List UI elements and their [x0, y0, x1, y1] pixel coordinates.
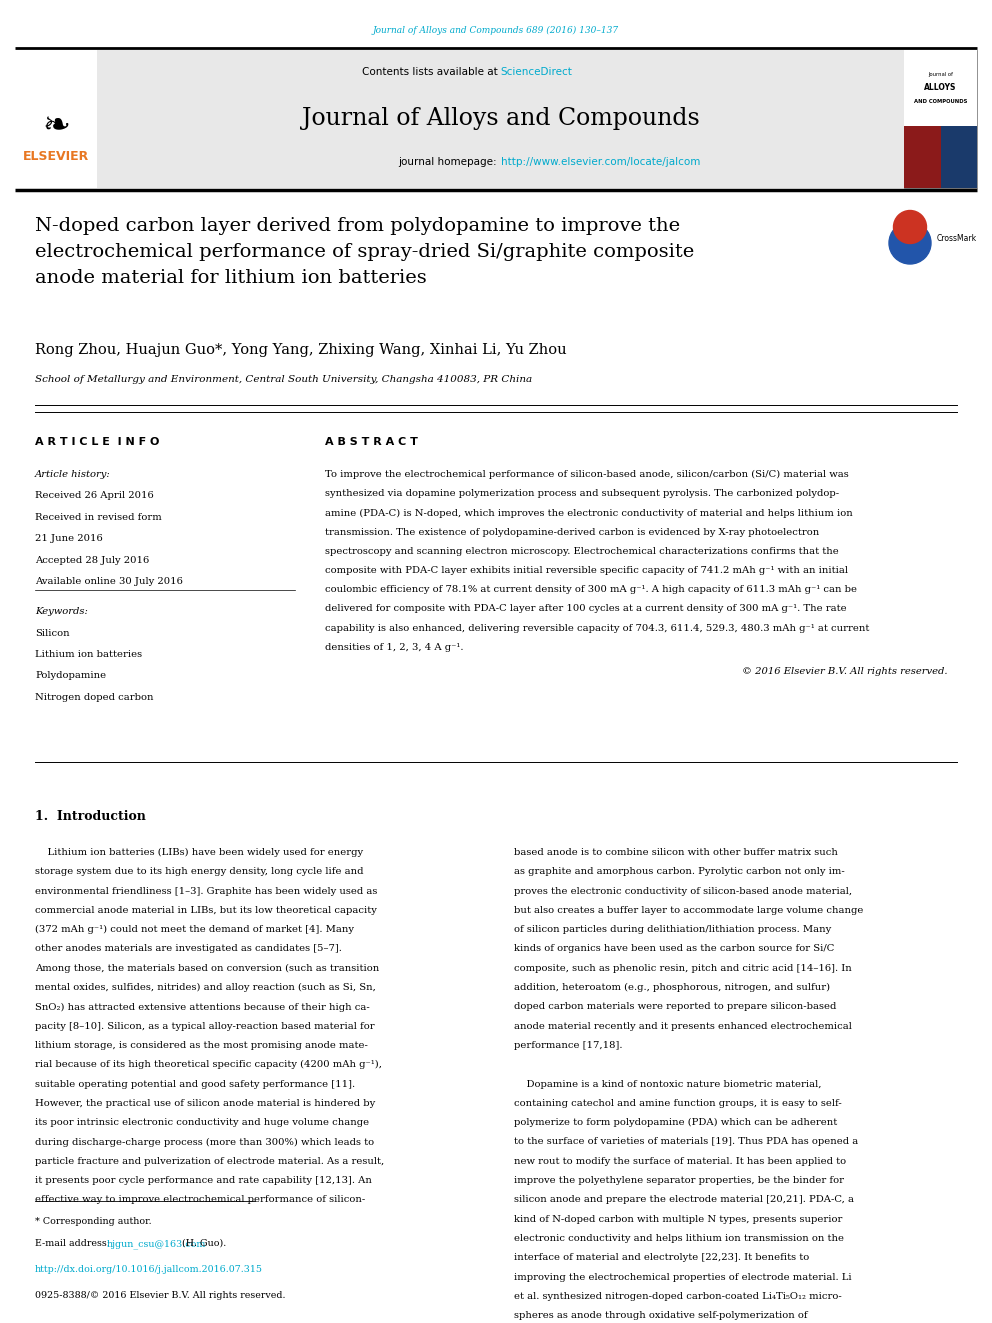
- Text: Silicon: Silicon: [35, 628, 69, 638]
- Text: N-doped carbon layer derived from polydopamine to improve the
electrochemical pe: N-doped carbon layer derived from polydo…: [35, 217, 694, 287]
- Text: synthesized via dopamine polymerization process and subsequent pyrolysis. The ca: synthesized via dopamine polymerization …: [325, 490, 839, 499]
- Text: 21 June 2016: 21 June 2016: [35, 534, 103, 544]
- Text: (H. Guo).: (H. Guo).: [179, 1240, 226, 1248]
- Text: during discharge-charge process (more than 300%) which leads to: during discharge-charge process (more th…: [35, 1138, 374, 1147]
- Text: http://dx.doi.org/10.1016/j.jallcom.2016.07.315: http://dx.doi.org/10.1016/j.jallcom.2016…: [35, 1265, 263, 1274]
- Text: interface of material and electrolyte [22,23]. It benefits to: interface of material and electrolyte [2…: [514, 1253, 809, 1262]
- Text: spheres as anode through oxidative self-polymerization of: spheres as anode through oxidative self-…: [514, 1311, 807, 1320]
- Text: lithium storage, is considered as the most promising anode mate-: lithium storage, is considered as the mo…: [35, 1041, 368, 1050]
- Text: Contents lists available at: Contents lists available at: [361, 67, 501, 77]
- Text: Lithium ion batteries: Lithium ion batteries: [35, 650, 142, 659]
- FancyBboxPatch shape: [940, 126, 977, 188]
- Circle shape: [894, 210, 927, 243]
- Text: coulombic efficiency of 78.1% at current density of 300 mA g⁻¹. A high capacity : coulombic efficiency of 78.1% at current…: [325, 585, 857, 594]
- Text: SnO₂) has attracted extensive attentions because of their high ca-: SnO₂) has attracted extensive attentions…: [35, 1003, 370, 1012]
- Text: School of Metallurgy and Environment, Central South University, Changsha 410083,: School of Metallurgy and Environment, Ce…: [35, 376, 532, 385]
- Text: silicon anode and prepare the electrode material [20,21]. PDA-C, a: silicon anode and prepare the electrode …: [514, 1196, 854, 1204]
- Text: journal homepage:: journal homepage:: [399, 157, 501, 167]
- Text: ScienceDirect: ScienceDirect: [501, 67, 572, 77]
- Text: it presents poor cycle performance and rate capability [12,13]. An: it presents poor cycle performance and r…: [35, 1176, 372, 1185]
- FancyBboxPatch shape: [904, 50, 977, 188]
- Text: improve the polyethylene separator properties, be the binder for: improve the polyethylene separator prope…: [514, 1176, 844, 1185]
- Text: effective way to improve electrochemical performance of silicon-: effective way to improve electrochemical…: [35, 1196, 365, 1204]
- Text: Journal of Alloys and Compounds 689 (2016) 130–137: Journal of Alloys and Compounds 689 (201…: [373, 25, 619, 34]
- Text: particle fracture and pulverization of electrode material. As a result,: particle fracture and pulverization of e…: [35, 1156, 384, 1166]
- Text: capability is also enhanced, delivering reversible capacity of 704.3, 611.4, 529: capability is also enhanced, delivering …: [325, 623, 869, 632]
- FancyBboxPatch shape: [15, 50, 904, 188]
- Text: to the surface of varieties of materials [19]. Thus PDA has opened a: to the surface of varieties of materials…: [514, 1138, 858, 1147]
- Text: of silicon particles during delithiation/lithiation process. Many: of silicon particles during delithiation…: [514, 925, 831, 934]
- Text: other anodes materials are investigated as candidates [5–7].: other anodes materials are investigated …: [35, 945, 342, 954]
- Text: AND COMPOUNDS: AND COMPOUNDS: [914, 98, 967, 103]
- Text: Lithium ion batteries (LIBs) have been widely used for energy: Lithium ion batteries (LIBs) have been w…: [35, 848, 363, 857]
- Text: new rout to modify the surface of material. It has been applied to: new rout to modify the surface of materi…: [514, 1156, 846, 1166]
- FancyBboxPatch shape: [15, 50, 97, 188]
- Text: composite, such as phenolic resin, pitch and citric acid [14–16]. In: composite, such as phenolic resin, pitch…: [514, 963, 852, 972]
- Text: kind of N-doped carbon with multiple N types, presents superior: kind of N-doped carbon with multiple N t…: [514, 1215, 842, 1224]
- Text: electronic conductivity and helps lithium ion transmission on the: electronic conductivity and helps lithiu…: [514, 1234, 844, 1244]
- FancyBboxPatch shape: [904, 50, 977, 126]
- Text: doped carbon materials were reported to prepare silicon-based: doped carbon materials were reported to …: [514, 1003, 836, 1011]
- Text: et al. synthesized nitrogen-doped carbon-coated Li₄Ti₅O₁₂ micro-: et al. synthesized nitrogen-doped carbon…: [514, 1291, 842, 1301]
- Text: Rong Zhou, Huajun Guo*, Yong Yang, Zhixing Wang, Xinhai Li, Yu Zhou: Rong Zhou, Huajun Guo*, Yong Yang, Zhixi…: [35, 343, 566, 357]
- Text: but also creates a buffer layer to accommodate large volume change: but also creates a buffer layer to accom…: [514, 906, 863, 916]
- Text: commercial anode material in LIBs, but its low theoretical capacity: commercial anode material in LIBs, but i…: [35, 906, 377, 916]
- Text: Dopamine is a kind of nontoxic nature biometric material,: Dopamine is a kind of nontoxic nature bi…: [514, 1080, 821, 1089]
- Text: its poor intrinsic electronic conductivity and huge volume change: its poor intrinsic electronic conductivi…: [35, 1118, 369, 1127]
- Text: Journal of: Journal of: [929, 73, 953, 77]
- Text: Keywords:: Keywords:: [35, 607, 88, 617]
- Text: Received in revised form: Received in revised form: [35, 513, 162, 523]
- Text: Accepted 28 July 2016: Accepted 28 July 2016: [35, 556, 149, 565]
- Text: kinds of organics have been used as the carbon source for Si/C: kinds of organics have been used as the …: [514, 945, 834, 954]
- Text: as graphite and amorphous carbon. Pyrolytic carbon not only im-: as graphite and amorphous carbon. Pyroly…: [514, 868, 845, 876]
- Text: addition, heteroatom (e.g., phosphorous, nitrogen, and sulfur): addition, heteroatom (e.g., phosphorous,…: [514, 983, 830, 992]
- Text: improving the electrochemical properties of electrode material. Li: improving the electrochemical properties…: [514, 1273, 851, 1282]
- Text: Received 26 April 2016: Received 26 April 2016: [35, 492, 154, 500]
- Text: Among those, the materials based on conversion (such as transition: Among those, the materials based on conv…: [35, 963, 379, 972]
- Text: 1.  Introduction: 1. Introduction: [35, 810, 146, 823]
- Text: A R T I C L E  I N F O: A R T I C L E I N F O: [35, 437, 160, 447]
- Text: CrossMark: CrossMark: [937, 234, 977, 243]
- Text: mental oxides, sulfides, nitrides) and alloy reaction (such as Si, Sn,: mental oxides, sulfides, nitrides) and a…: [35, 983, 376, 992]
- Text: However, the practical use of silicon anode material is hindered by: However, the practical use of silicon an…: [35, 1099, 375, 1107]
- Text: performance [17,18].: performance [17,18].: [514, 1041, 623, 1050]
- Text: © 2016 Elsevier B.V. All rights reserved.: © 2016 Elsevier B.V. All rights reserved…: [741, 667, 947, 676]
- Text: amine (PDA-C) is N-doped, which improves the electronic conductivity of material: amine (PDA-C) is N-doped, which improves…: [325, 508, 853, 517]
- Text: * Corresponding author.: * Corresponding author.: [35, 1217, 152, 1226]
- Text: spectroscopy and scanning electron microscopy. Electrochemical characterizations: spectroscopy and scanning electron micro…: [325, 546, 839, 556]
- Text: transmission. The existence of polydopamine-derived carbon is evidenced by X-ray: transmission. The existence of polydopam…: [325, 528, 819, 537]
- Text: Available online 30 July 2016: Available online 30 July 2016: [35, 578, 183, 586]
- FancyBboxPatch shape: [904, 126, 940, 188]
- Text: anode material recently and it presents enhanced electrochemical: anode material recently and it presents …: [514, 1021, 852, 1031]
- Text: proves the electronic conductivity of silicon-based anode material,: proves the electronic conductivity of si…: [514, 886, 852, 896]
- Text: storage system due to its high energy density, long cycle life and: storage system due to its high energy de…: [35, 868, 363, 876]
- Text: Journal of Alloys and Compounds: Journal of Alloys and Compounds: [302, 106, 699, 130]
- Text: E-mail address:: E-mail address:: [35, 1240, 113, 1248]
- Text: composite with PDA-C layer exhibits initial reversible specific capacity of 741.: composite with PDA-C layer exhibits init…: [325, 566, 848, 576]
- Text: delivered for composite with PDA-C layer after 100 cycles at a current density o: delivered for composite with PDA-C layer…: [325, 605, 846, 614]
- Text: 0925-8388/© 2016 Elsevier B.V. All rights reserved.: 0925-8388/© 2016 Elsevier B.V. All right…: [35, 1291, 286, 1301]
- Text: To improve the electrochemical performance of silicon-based anode, silicon/carbo: To improve the electrochemical performan…: [325, 470, 849, 479]
- Text: environmental friendliness [1–3]. Graphite has been widely used as: environmental friendliness [1–3]. Graphi…: [35, 886, 377, 896]
- Text: Article history:: Article history:: [35, 470, 111, 479]
- Text: suitable operating potential and good safety performance [11].: suitable operating potential and good sa…: [35, 1080, 355, 1089]
- Text: ALLOYS: ALLOYS: [925, 83, 956, 91]
- Circle shape: [889, 222, 931, 265]
- Text: based anode is to combine silicon with other buffer matrix such: based anode is to combine silicon with o…: [514, 848, 838, 857]
- Text: http://www.elsevier.com/locate/jalcom: http://www.elsevier.com/locate/jalcom: [501, 157, 700, 167]
- Text: densities of 1, 2, 3, 4 A g⁻¹.: densities of 1, 2, 3, 4 A g⁻¹.: [325, 643, 463, 652]
- Text: Nitrogen doped carbon: Nitrogen doped carbon: [35, 693, 154, 703]
- Text: hjgun_csu@163.com: hjgun_csu@163.com: [107, 1240, 206, 1249]
- Text: pacity [8–10]. Silicon, as a typical alloy-reaction based material for: pacity [8–10]. Silicon, as a typical all…: [35, 1021, 375, 1031]
- Text: rial because of its high theoretical specific capacity (4200 mAh g⁻¹),: rial because of its high theoretical spe…: [35, 1060, 382, 1069]
- Text: polymerize to form polydopamine (PDA) which can be adherent: polymerize to form polydopamine (PDA) wh…: [514, 1118, 837, 1127]
- Text: Polydopamine: Polydopamine: [35, 672, 106, 680]
- Text: (372 mAh g⁻¹) could not meet the demand of market [4]. Many: (372 mAh g⁻¹) could not meet the demand …: [35, 925, 354, 934]
- Text: A B S T R A C T: A B S T R A C T: [325, 437, 418, 447]
- Text: ELSEVIER: ELSEVIER: [23, 149, 89, 163]
- Text: containing catechol and amine function groups, it is easy to self-: containing catechol and amine function g…: [514, 1099, 842, 1107]
- Text: ❧: ❧: [42, 110, 70, 143]
